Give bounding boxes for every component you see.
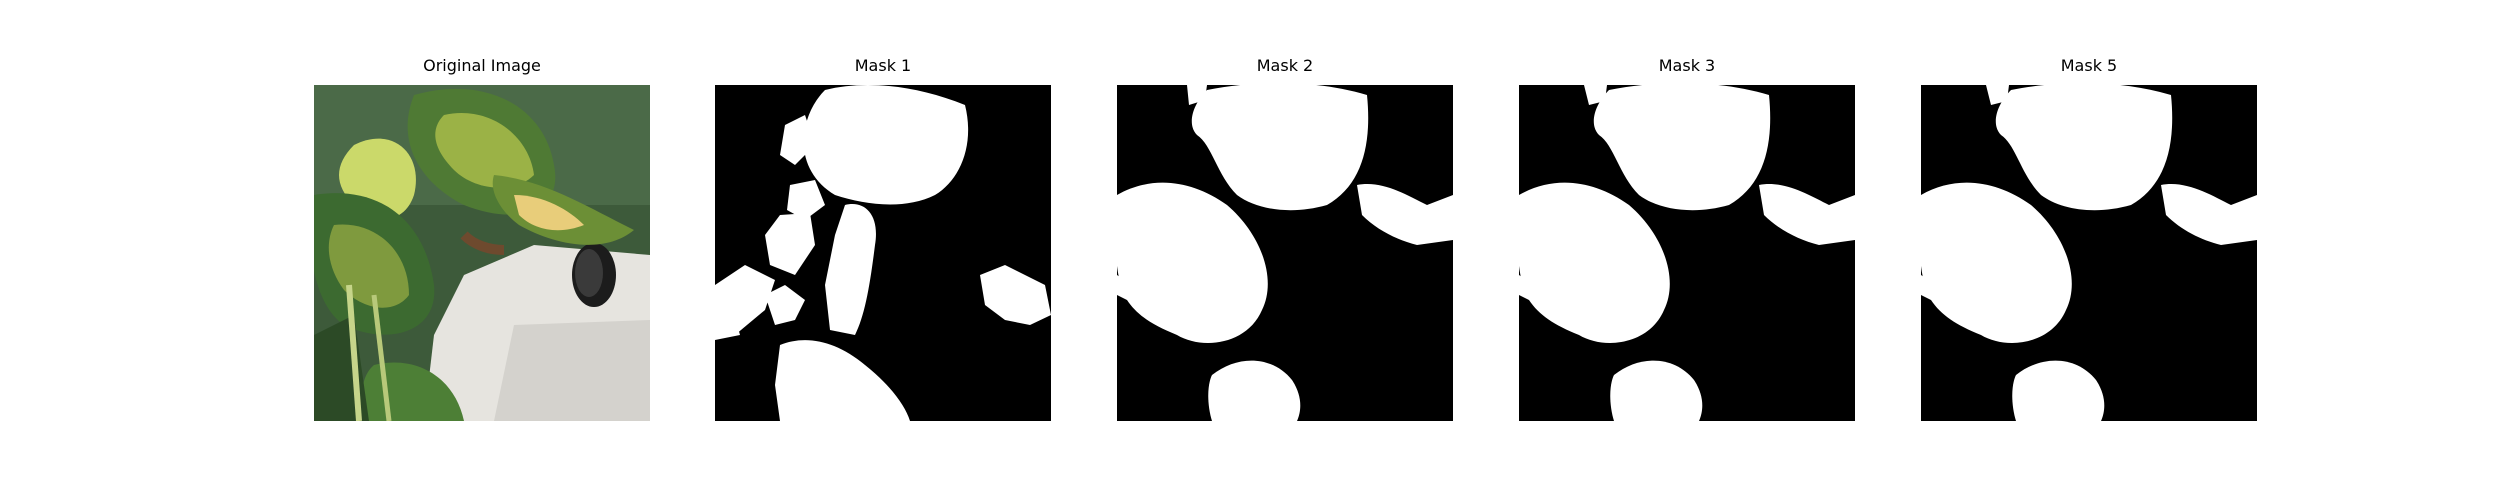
original-image: [314, 85, 650, 421]
mask-2-image: [1117, 85, 1453, 421]
original-image-title: Original Image: [423, 56, 541, 75]
mask-5-title: Mask 5: [2060, 56, 2118, 75]
mask-5-image: [1921, 85, 2257, 421]
mask-1-image: [715, 85, 1051, 421]
mask-3-title: Mask 3: [1658, 56, 1716, 75]
mask-3-image: [1519, 85, 1855, 421]
mask-2-title: Mask 2: [1256, 56, 1314, 75]
mask-1-title: Mask 1: [854, 56, 912, 75]
